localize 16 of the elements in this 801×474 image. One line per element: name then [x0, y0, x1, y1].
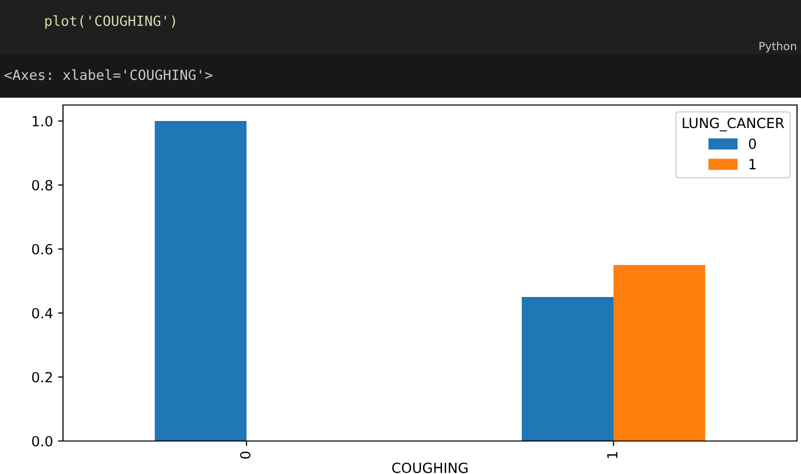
y-tick-label: 0.6 [32, 244, 52, 254]
y-tick-label: 0.2 [32, 372, 52, 382]
legend-label: 1 [750, 159, 756, 170]
y-tick-label: 1.0 [32, 116, 52, 126]
legend-title: LUNG_CANCER [682, 118, 784, 132]
y-tick-label: 0.0 [32, 436, 52, 446]
bar [522, 297, 614, 441]
text: plot('COUGHING') [45, 15, 175, 29]
bar [154, 121, 246, 441]
y-tick-label: 0.4 [32, 308, 52, 318]
bar [614, 265, 706, 441]
text: <Axes: xlabel='COUGHING'> [4, 69, 212, 80]
y-tick-label: 0.8 [32, 180, 52, 190]
x-axis-title: COUGHING [392, 462, 468, 474]
text: Python [760, 42, 796, 52]
legend-label: 0 [748, 138, 756, 150]
